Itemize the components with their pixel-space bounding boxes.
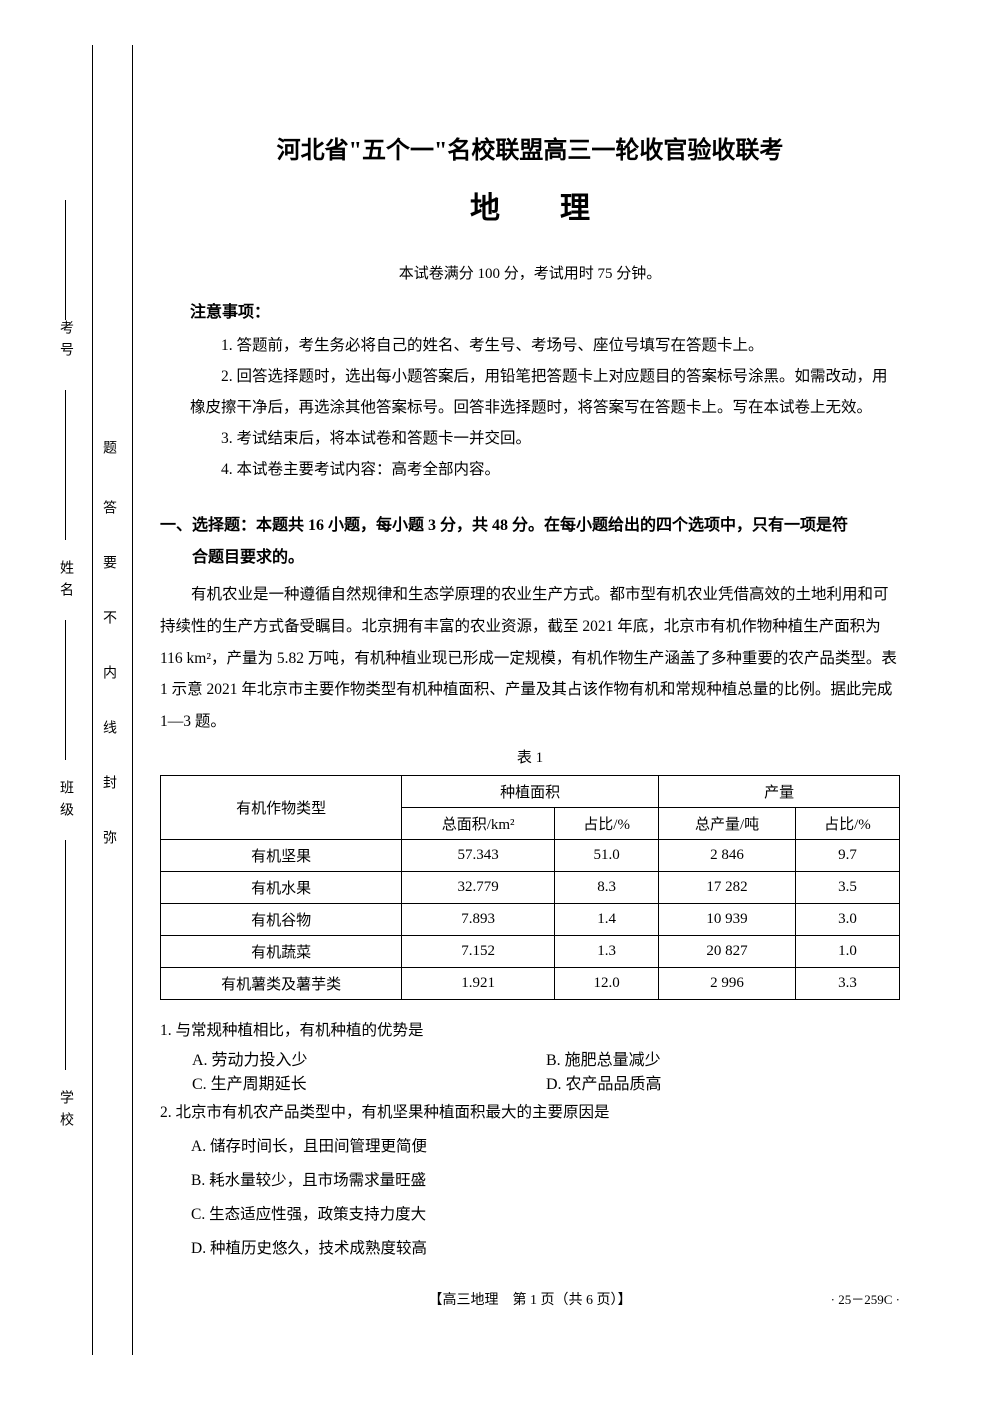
exam-info: 本试卷满分 100 分，考试用时 75 分钟。: [160, 262, 900, 283]
side-label-exam-number: 考号: [55, 320, 75, 364]
exam-title-line1: 河北省"五个一"名校联盟高三一轮收官验收联考: [160, 130, 900, 165]
table-cell: 3.0: [795, 903, 899, 935]
notice-item-3: 3. 考试结束后，将本试卷和答题卡一并交回。: [190, 423, 890, 454]
option: D. 种植历史悠久，技术成熟度较高: [191, 1233, 900, 1264]
data-table: 有机作物类型 种植面积 产量 总面积/km² 占比/% 总产量/吨 占比/% 有…: [160, 775, 900, 1000]
table-row: 有机谷物 7.893 1.4 10 939 3.0: [161, 903, 900, 935]
strip-label: 要: [98, 555, 118, 589]
option: A. 储存时间长，且田间管理更简便: [191, 1131, 900, 1162]
exam-title-line2: 地理: [160, 183, 900, 227]
table-row: 有机蔬菜 7.152 1.3 20 827 1.0: [161, 935, 900, 967]
table-cell: 1.921: [402, 967, 555, 999]
notice-item-1: 1. 答题前，考生务必将自己的姓名、考生号、考场号、座位号填写在答题卡上。: [190, 330, 890, 361]
strip-label: 答: [98, 500, 118, 534]
table-header-cell: 总产量/吨: [659, 807, 796, 839]
notice-item-2: 2. 回答选择题时，选出每小题答案后，用铅笔把答题卡上对应题目的答案标号涂黑。如…: [190, 361, 890, 423]
section1-title: 一、选择题：本题共 16 小题，每小题 3 分，共 48 分。在每小题给出的四个…: [160, 510, 900, 574]
strip-label: 题: [98, 440, 118, 474]
option: B. 施肥总量减少: [546, 1046, 900, 1070]
table-header-cell: 产量: [659, 775, 900, 807]
table-caption: 表 1: [160, 746, 900, 767]
table-cell: 57.343: [402, 839, 555, 871]
table-cell: 8.3: [555, 871, 659, 903]
vertical-divider-1: [92, 45, 93, 1355]
table-cell: 12.0: [555, 967, 659, 999]
table-row: 有机水果 32.779 8.3 17 282 3.5: [161, 871, 900, 903]
table-cell: 有机水果: [161, 871, 402, 903]
table-header-cell: 占比/%: [795, 807, 899, 839]
side-line: [65, 840, 66, 1070]
table-header-cell: 种植面积: [402, 775, 659, 807]
option: C. 生态适应性强，政策支持力度大: [191, 1199, 900, 1230]
passage-text: 有机农业是一种遵循自然规律和生态学原理的农业生产方式。都市型有机农业凭借高效的土…: [160, 579, 900, 738]
paper-code: · 25－259C ·: [831, 1289, 900, 1308]
table-cell: 有机谷物: [161, 903, 402, 935]
table-cell: 1.4: [555, 903, 659, 935]
strip-label: 内: [98, 665, 118, 699]
side-label-school: 学校: [55, 1090, 75, 1134]
page-info: 【高三地理 第 1 页（共 6 页）】: [429, 1293, 632, 1308]
table-row: 有机坚果 57.343 51.0 2 846 9.7: [161, 839, 900, 871]
table-cell: 2 996: [659, 967, 796, 999]
vertical-divider-2: [132, 45, 133, 1355]
table-header-row1: 有机作物类型 种植面积 产量: [161, 775, 900, 807]
table-cell: 20 827: [659, 935, 796, 967]
option: A. 劳动力投入少: [192, 1046, 546, 1070]
question-2-stem: 2. 北京市有机农产品类型中，有机坚果种植面积最大的主要原因是: [160, 1097, 900, 1128]
table-cell: 7.152: [402, 935, 555, 967]
option: B. 耗水量较少，且市场需求量旺盛: [191, 1165, 900, 1196]
page-footer: 【高三地理 第 1 页（共 6 页）】 · 25－259C ·: [160, 1289, 900, 1309]
strip-label: 封: [98, 775, 118, 809]
section1-title-cont: 合题目要求的。: [192, 549, 304, 566]
table-cell: 3.3: [795, 967, 899, 999]
table-cell: 9.7: [795, 839, 899, 871]
main-content: 河北省"五个一"名校联盟高三一轮收官验收联考 地理 本试卷满分 100 分，考试…: [160, 130, 900, 1309]
question-1-options-row1: A. 劳动力投入少 B. 施肥总量减少: [192, 1046, 900, 1070]
table-header-cell: 有机作物类型: [161, 775, 402, 839]
table-cell: 有机坚果: [161, 839, 402, 871]
strip-label: 不: [98, 610, 118, 644]
table-cell: 32.779: [402, 871, 555, 903]
table-cell: 2 846: [659, 839, 796, 871]
table-cell: 51.0: [555, 839, 659, 871]
table-cell: 有机薯类及薯芋类: [161, 967, 402, 999]
section1-title-text: 一、选择题：本题共 16 小题，每小题 3 分，共 48 分。在每小题给出的四个…: [160, 517, 848, 534]
side-label-name: 姓名: [55, 560, 75, 604]
table-header-cell: 占比/%: [555, 807, 659, 839]
side-line: [65, 200, 66, 320]
option: C. 生产周期延长: [192, 1070, 546, 1094]
table-cell: 7.893: [402, 903, 555, 935]
table-cell: 17 282: [659, 871, 796, 903]
question-1-options-row2: C. 生产周期延长 D. 农产品品质高: [192, 1070, 900, 1094]
side-line: [65, 390, 66, 540]
table-cell: 1.3: [555, 935, 659, 967]
side-binding-area: 考号 姓名 班级 学校: [55, 320, 75, 1140]
table-cell: 有机蔬菜: [161, 935, 402, 967]
table-cell: 3.5: [795, 871, 899, 903]
table-header-cell: 总面积/km²: [402, 807, 555, 839]
notice-title: 注意事项：: [190, 298, 900, 322]
side-label-class: 班级: [55, 780, 75, 824]
table-cell: 1.0: [795, 935, 899, 967]
strip-label: 线: [98, 720, 118, 754]
strip-label: 弥: [98, 830, 118, 864]
side-line: [65, 620, 66, 760]
question-1-stem: 1. 与常规种植相比，有机种植的优势是: [160, 1015, 900, 1046]
page-container: 考号 姓名 班级 学校 题 答 要 不 内 线 封 弥 河北省"五个一"名校联盟…: [0, 0, 992, 1403]
table-row: 有机薯类及薯芋类 1.921 12.0 2 996 3.3: [161, 967, 900, 999]
option: D. 农产品品质高: [546, 1070, 900, 1094]
notice-item-4: 4. 本试卷主要考试内容：高考全部内容。: [190, 454, 890, 485]
table-cell: 10 939: [659, 903, 796, 935]
